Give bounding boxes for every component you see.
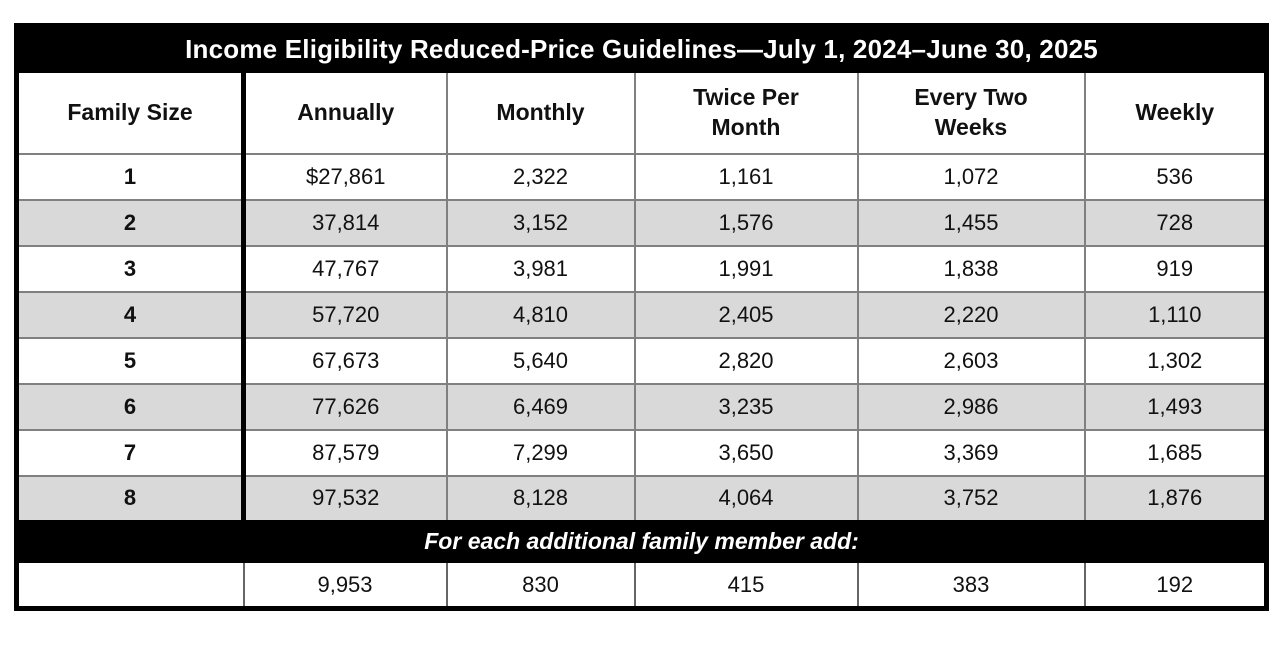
value-cell: 4,810	[445, 290, 636, 339]
value-cell: 1,072	[856, 152, 1086, 201]
column-header-monthly: Monthly	[445, 70, 636, 155]
value-cell: 3,369	[856, 428, 1086, 477]
value-cell: 1,838	[856, 244, 1086, 293]
table-row: 1 $27,861 2,322 1,161 1,072 536	[15, 152, 1268, 201]
value-cell: 37,814	[242, 198, 448, 247]
value-cell: 3,152	[445, 198, 636, 247]
column-header-twice-per-month: Twice Per Month	[633, 70, 859, 155]
value-cell: 728	[1083, 198, 1268, 247]
value-cell: 2,603	[856, 336, 1086, 385]
value-cell: 1,455	[856, 198, 1086, 247]
table-row: 6 77,626 6,469 3,235 2,986 1,493	[15, 382, 1268, 431]
table-row: 5 67,673 5,640 2,820 2,603 1,302	[15, 336, 1268, 385]
additional-member-values-row: 9,953 830 415 383 192	[15, 560, 1268, 610]
value-cell: 5,640	[445, 336, 636, 385]
additional-member-value-cell: 383	[856, 560, 1086, 610]
value-cell: 919	[1083, 244, 1268, 293]
family-size-cell: 3	[15, 244, 246, 293]
income-eligibility-table: Income Eligibility Reduced-Price Guideli…	[14, 23, 1270, 611]
value-cell: 8,128	[445, 474, 636, 523]
empty-cell	[15, 560, 245, 610]
value-cell: 67,673	[242, 336, 448, 385]
family-size-cell: 7	[15, 428, 246, 477]
value-cell: 3,235	[633, 382, 859, 431]
value-cell: 2,322	[445, 152, 636, 201]
value-cell: 536	[1083, 152, 1268, 201]
additional-member-value-cell: 9,953	[242, 560, 448, 610]
value-cell: 2,986	[856, 382, 1086, 431]
family-size-cell: 8	[15, 474, 246, 523]
additional-member-label-row: For each additional family member add:	[14, 520, 1269, 563]
additional-member-section: For each additional family member add: 9…	[14, 520, 1269, 610]
table-row: 2 37,814 3,152 1,576 1,455 728	[15, 198, 1268, 247]
value-cell: 4,064	[633, 474, 859, 523]
table-body: 1 $27,861 2,322 1,161 1,072 536 2 37,814 3,152 1,…	[15, 152, 1268, 523]
value-cell: 1,302	[1083, 336, 1268, 385]
value-cell: 1,161	[633, 152, 859, 201]
family-size-cell: 1	[15, 152, 246, 201]
table-row: 7 87,579 7,299 3,650 3,369 1,685	[15, 428, 1268, 477]
table-title: Income Eligibility Reduced-Price Guideli…	[14, 24, 1269, 73]
value-cell: 2,220	[856, 290, 1086, 339]
value-cell: 77,626	[242, 382, 448, 431]
value-cell: 3,752	[856, 474, 1086, 523]
value-cell: 2,405	[633, 290, 859, 339]
value-cell: 1,991	[633, 244, 859, 293]
value-cell: 47,767	[242, 244, 448, 293]
value-cell: 2,820	[633, 336, 859, 385]
table-row: 3 47,767 3,981 1,991 1,838 919	[15, 244, 1268, 293]
column-header-every-two-weeks: Every Two Weeks	[856, 70, 1086, 155]
value-cell: 97,532	[242, 474, 448, 523]
column-header-weekly: Weekly	[1083, 70, 1268, 155]
column-header-annually: Annually	[242, 70, 448, 155]
value-cell: $27,861	[242, 152, 448, 201]
value-cell: 57,720	[242, 290, 448, 339]
family-size-cell: 2	[15, 198, 246, 247]
value-cell: 1,493	[1083, 382, 1268, 431]
value-cell: 6,469	[445, 382, 636, 431]
column-header-row: Family Size Annually Monthly Twice Per Mont…	[15, 70, 1268, 155]
value-cell: 3,650	[633, 428, 859, 477]
value-cell: 7,299	[445, 428, 636, 477]
table-row: 4 57,720 4,810 2,405 2,220 1,110	[15, 290, 1268, 339]
value-cell: 1,685	[1083, 428, 1268, 477]
additional-member-value-cell: 830	[445, 560, 636, 610]
family-size-cell: 5	[15, 336, 246, 385]
column-header-family-size: Family Size	[15, 70, 246, 155]
additional-member-value-cell: 192	[1083, 560, 1268, 610]
value-cell: 3,981	[445, 244, 636, 293]
value-cell: 87,579	[242, 428, 448, 477]
value-cell: 1,576	[633, 198, 859, 247]
value-cell: 1,110	[1083, 290, 1268, 339]
additional-member-value-cell: 415	[633, 560, 859, 610]
table-row: 8 97,532 8,128 4,064 3,752 1,876	[15, 474, 1268, 523]
title-row: Income Eligibility Reduced-Price Guideli…	[14, 24, 1269, 73]
value-cell: 1,876	[1083, 474, 1268, 523]
family-size-cell: 6	[15, 382, 246, 431]
additional-member-label: For each additional family member add:	[14, 520, 1269, 563]
family-size-cell: 4	[15, 290, 246, 339]
